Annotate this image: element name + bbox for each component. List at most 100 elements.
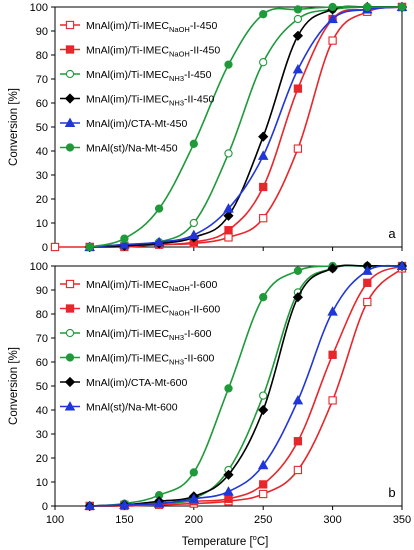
y-tick-label: 30 <box>36 429 48 441</box>
legend-marker <box>65 20 75 30</box>
legend-item: MnAl(im)/CTA-Mt-600 <box>60 376 187 389</box>
data-point <box>259 10 268 19</box>
data-point <box>293 465 303 475</box>
data-point <box>259 214 268 223</box>
legend-label: MnAl(im)/Ti-IMECNH3-I-450 <box>86 69 212 83</box>
legend-item: MnAl(im)/Ti-IMECNaOH-I-600 <box>60 279 217 293</box>
x-axis-label-sup: o <box>253 533 257 542</box>
x-tick-label: 250 <box>254 514 272 526</box>
legend-label: MnAl(st)/Na-Mt-450 <box>86 143 178 155</box>
legend-item: MnAl(im)/Ti-IMECNaOH-II-600 <box>60 304 220 318</box>
y-tick-label: 50 <box>36 381 48 393</box>
panel-label: a <box>388 226 396 241</box>
y-tick-label: 40 <box>36 146 48 158</box>
data-point <box>189 218 198 228</box>
legend-label: MnAl(st)/Na-Mt-600 <box>86 402 178 414</box>
y-tick-label: 60 <box>36 98 48 110</box>
legend-label: MnAl(im)/Ti-IMECNaOH-I-450 <box>86 20 217 34</box>
y-tick-label: 50 <box>36 122 48 134</box>
legend: MnAl(im)/Ti-IMECNaOH-I-450 MnAl(im)/Ti-IM… <box>60 20 220 155</box>
data-point <box>50 242 60 252</box>
data-point <box>223 203 234 213</box>
chart-panel-b: 0 10 20 30 40 50 60 70 80 90 100 100 150 200 250 300 350… <box>8 260 411 526</box>
y-tick-label: 20 <box>36 194 48 206</box>
y-axis-label: Conversion [%] <box>8 88 20 166</box>
y-tick-label: 80 <box>36 50 48 62</box>
data-point <box>120 234 129 243</box>
data-point <box>293 84 303 93</box>
y-tick-label: 10 <box>36 218 48 230</box>
x-tick-label: 300 <box>323 514 341 526</box>
y-tick-label: 40 <box>36 405 48 417</box>
data-point <box>292 292 304 303</box>
data-point <box>188 229 200 240</box>
data-point <box>259 489 268 499</box>
data-point <box>224 494 233 503</box>
chart-panel-a: 0 10 20 30 40 50 60 70 80 90 100 Conversion [%] a MnA… <box>8 1 408 254</box>
legend-item: MnAl(im)/Ti-IMECNH3-I-450 <box>60 69 212 83</box>
legend: MnAl(im)/Ti-IMECNaOH-I-600 MnAl(im)/Ti-IM… <box>60 279 220 414</box>
legend-marker <box>64 93 76 104</box>
data-point <box>154 204 164 213</box>
y-tick-label: 90 <box>36 26 48 38</box>
data-point <box>258 404 269 416</box>
legend-label: MnAl(im)/Ti-IMECNaOH-I-600 <box>86 279 217 293</box>
data-point <box>224 233 233 242</box>
legend-marker <box>64 376 76 388</box>
data-point <box>223 210 234 221</box>
legend-marker <box>65 353 75 362</box>
legend-label: MnAl(im)/Ti-IMECNaOH-II-450 <box>86 45 220 59</box>
x-axis-label: Temperature [oC] <box>182 533 269 548</box>
legend-label: MnAl(im)/Ti-IMECNH3-II-600 <box>86 353 215 367</box>
data-point <box>363 297 372 307</box>
x-axis-label-end: C] <box>257 536 269 548</box>
y-tick-label: 60 <box>36 357 48 369</box>
data-point <box>362 265 373 275</box>
legend-item: MnAl(st)/Na-Mt-450 <box>60 143 178 155</box>
x-tick-label: 200 <box>185 514 203 526</box>
data-point <box>224 384 233 393</box>
data-point <box>259 58 268 67</box>
data-point <box>224 60 233 69</box>
x-tick-label: 100 <box>46 514 64 526</box>
data-point <box>85 242 94 252</box>
legend-label: MnAl(im)/Ti-IMECNaOH-II-600 <box>86 304 220 318</box>
data-point <box>224 149 233 158</box>
data-point <box>84 500 95 511</box>
data-point <box>328 396 337 405</box>
legend-item: MnAl(im)/Ti-IMECNH3-II-450 <box>60 93 215 108</box>
data-point <box>328 350 337 359</box>
y-tick-label: 100 <box>30 2 48 14</box>
y-tick-label: 90 <box>36 285 48 297</box>
data-point <box>327 306 338 316</box>
data-point <box>257 459 269 470</box>
data-point <box>363 2 372 12</box>
data-point <box>224 226 233 235</box>
data-point <box>119 499 130 509</box>
data-point <box>328 2 337 12</box>
data-point <box>153 498 165 508</box>
y-tick-label: 0 <box>42 242 48 254</box>
series-line <box>89 267 403 507</box>
series-line <box>89 264 403 507</box>
series-line <box>89 264 403 507</box>
legend-marker <box>65 279 75 289</box>
legend-marker <box>64 117 76 128</box>
x-tick-label: 350 <box>393 514 411 526</box>
legend-marker <box>64 401 76 411</box>
data-point <box>257 150 269 160</box>
data-point <box>188 493 200 503</box>
legend-marker <box>65 304 75 313</box>
legend-item: MnAl(im)/CTA-Mt-450 <box>60 117 187 130</box>
legend-label: MnAl(im)/Ti-IMECNH3-I-600 <box>86 328 212 342</box>
legend-item: MnAl(im)/Ti-IMECNaOH-II-450 <box>60 45 220 59</box>
data-point <box>223 469 234 480</box>
series-6 <box>85 2 407 252</box>
data-point <box>189 139 198 148</box>
data-point <box>293 437 303 446</box>
y-tick-label: 20 <box>36 453 48 465</box>
legend-item: MnAl(im)/Ti-IMECNH3-I-600 <box>60 328 212 342</box>
data-point <box>258 131 269 142</box>
data-point <box>293 14 303 24</box>
